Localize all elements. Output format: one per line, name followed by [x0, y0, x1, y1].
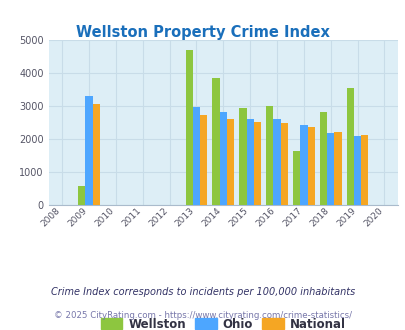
Legend: Wellston, Ohio, National: Wellston, Ohio, National: [96, 313, 350, 330]
Bar: [319, 112, 326, 205]
Bar: [78, 186, 85, 205]
Bar: [346, 88, 353, 205]
Bar: [85, 96, 92, 205]
Bar: [226, 119, 234, 205]
Bar: [192, 107, 200, 205]
Bar: [246, 119, 253, 205]
Bar: [253, 122, 260, 205]
Bar: [92, 104, 100, 205]
Bar: [212, 78, 219, 205]
Bar: [360, 135, 368, 205]
Bar: [280, 123, 287, 205]
Bar: [292, 151, 300, 205]
Bar: [326, 133, 334, 205]
Bar: [300, 125, 307, 205]
Bar: [334, 132, 341, 205]
Bar: [239, 108, 246, 205]
Bar: [185, 50, 192, 205]
Text: Crime Index corresponds to incidents per 100,000 inhabitants: Crime Index corresponds to incidents per…: [51, 287, 354, 297]
Text: © 2025 CityRating.com - https://www.cityrating.com/crime-statistics/: © 2025 CityRating.com - https://www.city…: [54, 311, 351, 320]
Bar: [307, 127, 314, 205]
Text: Wellston Property Crime Index: Wellston Property Crime Index: [76, 25, 329, 40]
Bar: [266, 106, 273, 205]
Bar: [353, 136, 360, 205]
Bar: [273, 119, 280, 205]
Bar: [219, 112, 226, 205]
Bar: [200, 115, 207, 205]
